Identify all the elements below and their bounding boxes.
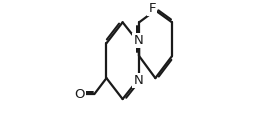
Text: F: F [148,2,156,15]
Text: O: O [74,88,85,101]
Text: N: N [133,74,143,87]
Text: N: N [133,34,143,47]
